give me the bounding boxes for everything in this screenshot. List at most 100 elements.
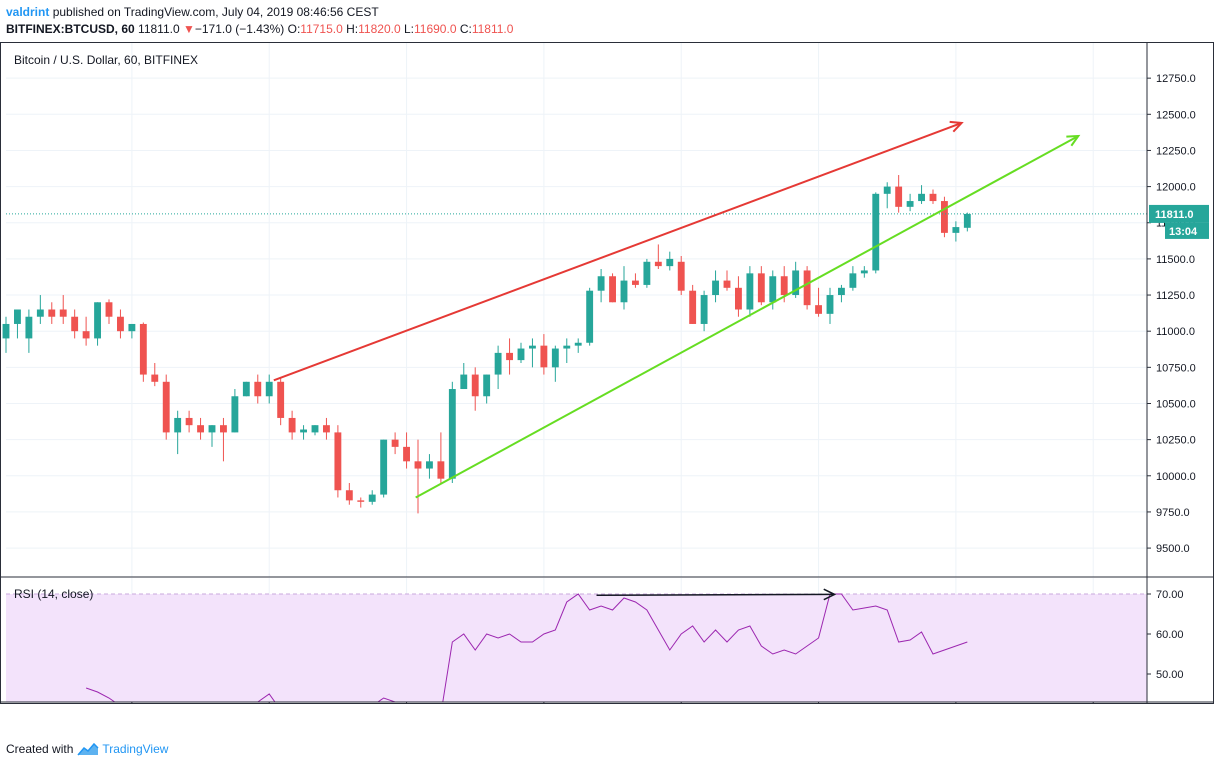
candle-body[interactable]	[620, 280, 628, 303]
candle[interactable]	[895, 175, 903, 213]
candle[interactable]	[941, 196, 948, 238]
rsi-line[interactable]	[85, 593, 968, 704]
candle-body[interactable]	[746, 273, 754, 310]
candle[interactable]	[849, 266, 857, 291]
candle-body[interactable]	[128, 323, 136, 332]
candle-body[interactable]	[139, 323, 147, 375]
candle-body[interactable]	[918, 193, 925, 202]
candle-body[interactable]	[357, 500, 365, 502]
candle-body[interactable]	[506, 352, 513, 361]
candle-body[interactable]	[471, 374, 479, 397]
candle[interactable]	[334, 425, 342, 498]
candle-body[interactable]	[849, 273, 857, 288]
candle[interactable]	[242, 381, 250, 397]
candle[interactable]	[666, 251, 674, 271]
candle[interactable]	[357, 497, 365, 508]
candle[interactable]	[59, 295, 67, 324]
candle[interactable]	[918, 185, 925, 204]
candle[interactable]	[529, 338, 536, 368]
candle-body[interactable]	[586, 290, 594, 343]
candle[interactable]	[723, 270, 731, 291]
candle-body[interactable]	[345, 490, 353, 501]
candle-body[interactable]	[906, 201, 914, 207]
candle[interactable]	[185, 410, 193, 433]
candle[interactable]	[220, 417, 227, 462]
candle[interactable]	[929, 189, 937, 204]
rsi-pane[interactable]	[85, 588, 968, 704]
candle[interactable]	[368, 490, 376, 505]
candle-body[interactable]	[494, 352, 502, 375]
candle-body[interactable]	[803, 270, 811, 306]
candle[interactable]	[483, 374, 491, 404]
candle-body[interactable]	[632, 280, 639, 285]
candle[interactable]	[563, 338, 571, 363]
candle[interactable]	[815, 287, 822, 317]
candle-body[interactable]	[929, 193, 937, 202]
candle[interactable]	[82, 316, 90, 346]
candle[interactable]	[803, 266, 811, 310]
candle[interactable]	[506, 338, 513, 375]
candle[interactable]	[139, 322, 147, 382]
candle[interactable]	[48, 302, 56, 324]
candle-body[interactable]	[208, 425, 216, 433]
candle[interactable]	[105, 299, 113, 324]
candle-body[interactable]	[174, 417, 182, 433]
candle[interactable]	[609, 273, 616, 303]
candle[interactable]	[689, 284, 697, 324]
candle-body[interactable]	[563, 345, 571, 349]
candle-body[interactable]	[426, 461, 433, 469]
candle[interactable]	[208, 425, 216, 447]
candle[interactable]	[71, 309, 79, 339]
candle-body[interactable]	[792, 270, 800, 296]
candle[interactable]	[860, 266, 868, 278]
candle-body[interactable]	[25, 316, 33, 339]
candle[interactable]	[654, 244, 662, 270]
candle[interactable]	[426, 454, 433, 479]
candle-body[interactable]	[780, 276, 788, 296]
candle[interactable]	[380, 439, 388, 498]
tradingview-brand[interactable]: TradingView	[102, 742, 169, 756]
candle[interactable]	[586, 287, 594, 346]
candle-body[interactable]	[723, 280, 731, 288]
candle-body[interactable]	[712, 280, 719, 296]
candle-body[interactable]	[414, 461, 422, 469]
candle-body[interactable]	[529, 345, 536, 349]
candle[interactable]	[414, 439, 422, 514]
candle[interactable]	[540, 334, 548, 375]
candle-body[interactable]	[643, 261, 651, 285]
candle[interactable]	[277, 377, 285, 426]
candle[interactable]	[311, 425, 319, 436]
candle-body[interactable]	[391, 439, 399, 447]
candle-body[interactable]	[963, 213, 971, 228]
candle[interactable]	[14, 309, 21, 339]
candle[interactable]	[128, 323, 136, 339]
candle[interactable]	[746, 266, 754, 317]
candle-body[interactable]	[654, 261, 662, 267]
candle-body[interactable]	[517, 348, 525, 361]
candle[interactable]	[883, 182, 891, 209]
candle-body[interactable]	[311, 425, 319, 433]
candle-body[interactable]	[460, 374, 468, 390]
candle[interactable]	[700, 290, 708, 332]
candle-body[interactable]	[403, 446, 410, 462]
candle[interactable]	[494, 345, 502, 390]
resistance-arrow-shaft[interactable]	[273, 122, 962, 382]
candle[interactable]	[963, 212, 971, 232]
candle[interactable]	[735, 276, 742, 317]
candle[interactable]	[712, 270, 719, 303]
candle-body[interactable]	[895, 186, 903, 207]
candle-body[interactable]	[769, 276, 777, 303]
candle[interactable]	[254, 374, 262, 404]
candle-body[interactable]	[2, 323, 10, 339]
candle[interactable]	[323, 417, 330, 440]
candle-body[interactable]	[574, 342, 582, 346]
candle-body[interactable]	[380, 439, 388, 495]
candle[interactable]	[231, 389, 239, 433]
candle-body[interactable]	[448, 389, 456, 479]
candle[interactable]	[403, 432, 410, 469]
candle-body[interactable]	[300, 429, 307, 433]
candle-body[interactable]	[117, 316, 124, 332]
candle-body[interactable]	[597, 276, 605, 291]
candle-body[interactable]	[952, 227, 960, 233]
candle-body[interactable]	[689, 290, 697, 324]
